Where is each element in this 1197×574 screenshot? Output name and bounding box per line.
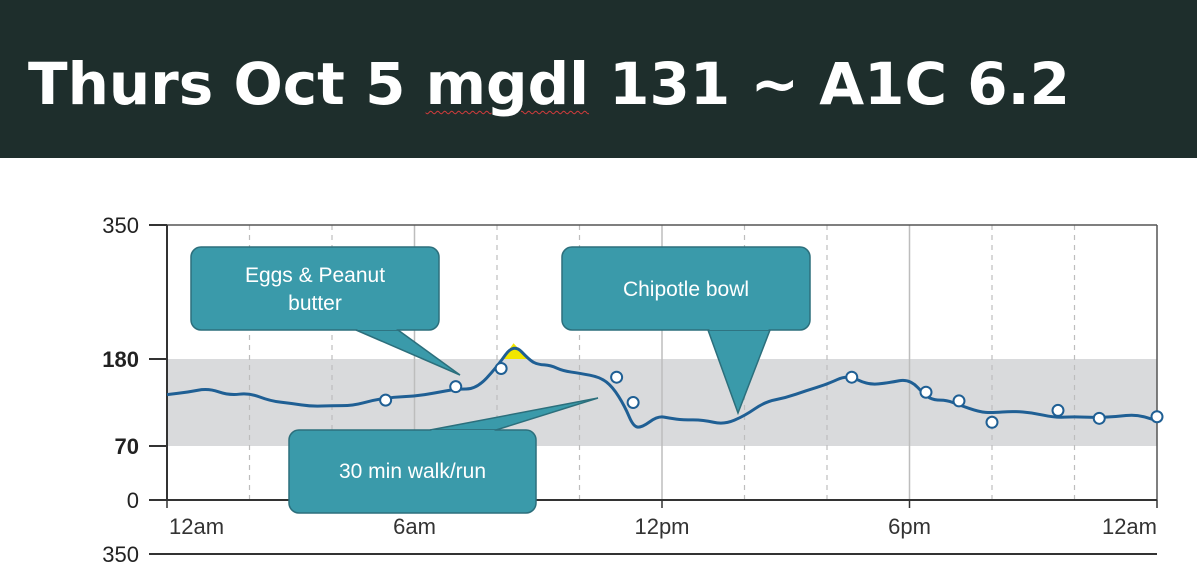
y-tick-label: 70 [115,434,139,459]
title-part-1: Thurs Oct 5 [28,50,426,118]
fingerstick-marker [610,370,624,384]
y-tick-label: 180 [102,347,139,372]
fingerstick-marker [494,361,508,375]
callout-walk-run: 30 min walk/run [288,397,599,514]
fingerstick-marker [626,396,640,409]
callout-eggs-peanut-butter: Eggs & Peanut butter [190,246,461,376]
callout-text-line: Eggs & Peanut [245,264,385,287]
title-part-2: mgdl [425,50,589,118]
series-layer [166,343,1158,429]
fingerstick-marker [1051,403,1065,417]
fingerstick-marker [845,370,859,384]
callout-chipotle-bowl: Chipotle bowl [561,246,811,416]
high-glucose-area [502,343,529,359]
callout-text-line: Chipotle bowl [623,278,749,301]
x-tick-label: 12am [1102,514,1157,539]
fingerstick-marker [919,385,933,399]
callout-text-line: 30 min walk/run [339,460,486,483]
x-tick-label: 12am [169,514,224,539]
callout-layer: Eggs & Peanut butter Chipotle bowl 30 min w… [190,246,811,514]
slide-title: Thurs Oct 5 mgdl 131 ~ A1C 6.2 [28,50,1070,118]
marker-layer [379,361,1164,429]
x-tick-label: 6pm [888,514,931,539]
callout-box [288,429,537,514]
lower-panel-tick-label: 350 [102,542,139,567]
fingerstick-marker [1092,411,1106,425]
fingerstick-marker [449,380,463,394]
glucose-series-line [166,346,1158,429]
fingerstick-marker [985,415,999,429]
tick-label-layer: 350 180 70 0 12am 6am 12pm 6pm 12am 350 [102,213,1157,567]
title-part-3: 131 ~ A1C 6.2 [588,50,1070,118]
y-tick-label: 0 [127,488,139,513]
title-bar: Thurs Oct 5 mgdl 131 ~ A1C 6.2 [0,0,1197,158]
callout-box [190,246,440,331]
callout-box [561,246,811,331]
fingerstick-marker [952,394,966,408]
x-tick-label: 12pm [634,514,689,539]
fingerstick-marker [1150,410,1164,424]
fingerstick-marker [379,393,393,407]
x-tick-label: 6am [393,514,436,539]
y-tick-label: 350 [102,213,139,238]
callout-text-line: butter [288,292,342,315]
